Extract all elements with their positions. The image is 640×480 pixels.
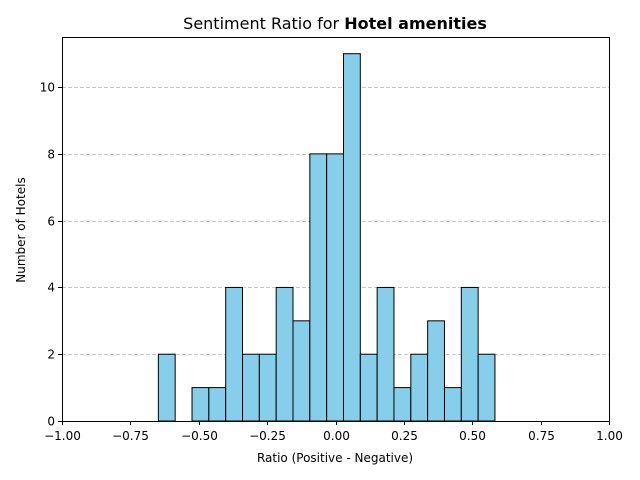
histogram-bar [292,320,311,422]
bars [157,53,496,422]
histogram-bar [326,153,344,422]
histogram-bar [477,353,496,422]
y-tick-label: 0 [47,415,55,429]
x-tick-label: 1.00 [596,429,623,443]
x-tick-label: 0.00 [323,429,350,443]
x-tick-label: −0.50 [181,429,218,443]
y-tick-label: 6 [47,215,55,229]
histogram-bar [242,353,260,422]
x-tick-label: 0.75 [528,429,555,443]
histogram-bar [275,286,294,422]
histogram-bar [157,353,176,422]
histogram-bar [359,353,378,422]
histogram-bar [410,353,429,422]
chart-title: Sentiment Ratio for Hotel amenities [183,14,487,33]
y-tick-label: 4 [47,281,55,295]
y-axis-label: Number of Hotels [14,177,28,282]
histogram-bar [191,387,210,422]
histogram-bar [427,320,445,422]
x-tick-label: −0.75 [112,429,149,443]
histogram-bar [376,286,395,422]
histogram-bar [208,387,227,422]
chart-title-prefix: Sentiment Ratio for [183,14,344,33]
x-tick-label: 0.25 [391,429,418,443]
histogram-bar [342,53,361,422]
histogram-bar [258,353,277,422]
x-tick-label: −1.00 [44,429,81,443]
y-tick-label: 2 [47,348,55,362]
y-tick-label: 10 [40,81,55,95]
y-ticks: 0 2 4 6 8 10 [40,81,62,429]
histogram-bar [309,153,328,422]
chart-title-bold: Hotel amenities [344,14,487,33]
y-tick-label: 8 [47,148,55,162]
histogram-bar [393,387,412,422]
x-tick-label: −0.25 [249,429,286,443]
histogram-bar [225,286,244,422]
histogram-bar [460,286,479,422]
histogram-bar [443,387,462,422]
x-axis-label: Ratio (Positive - Negative) [257,451,413,465]
x-ticks: −1.00 −0.75 −0.50 −0.25 0.00 0.25 0.50 0.75 1.00 [44,421,623,443]
x-tick-label: 0.50 [459,429,486,443]
